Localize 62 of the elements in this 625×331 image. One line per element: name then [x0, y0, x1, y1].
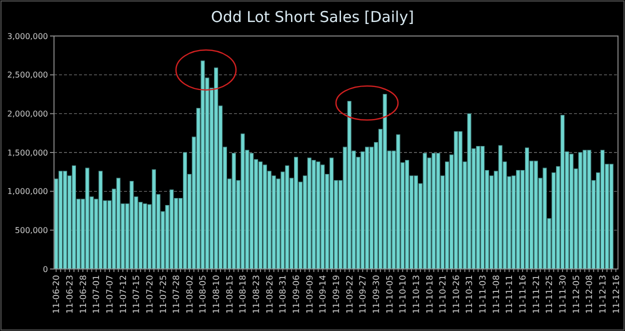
x-tick-label: 11-07-01 — [92, 275, 102, 314]
bar — [560, 114, 565, 270]
x-tick-label: 11-12-08 — [585, 275, 596, 314]
x-tick-label: 11-08-18 — [238, 275, 249, 314]
x-tick-label: 11-08-23 — [252, 275, 262, 314]
x-tick-label: 11-11-16 — [518, 275, 529, 314]
bar — [609, 164, 614, 270]
x-tick-label: 11-12-13 — [598, 275, 608, 314]
bar — [294, 156, 298, 270]
x-tick-label: 11-11-30 — [558, 275, 568, 314]
bar — [58, 170, 63, 270]
bar — [182, 152, 188, 270]
x-tick-label: 11-06-20 — [52, 275, 62, 314]
x-tick-label: 11-12-05 — [572, 275, 582, 314]
x-tick-label: 11-09-22 — [345, 275, 356, 314]
x-tick-label: 11-11-08 — [492, 275, 502, 314]
x-tick-label: 11-10-13 — [412, 275, 422, 314]
x-tick-label: 11-08-26 — [265, 275, 276, 314]
x-tick-label: 11-09-27 — [358, 275, 369, 314]
x-tick-label: 11-09-09 — [305, 275, 316, 314]
x-tick-label: 11-10-31 — [465, 275, 476, 314]
x-tick-label: 11-11-25 — [545, 275, 556, 314]
x-tick-label: 11-11-03 — [478, 275, 489, 314]
x-tick-label: 11-08-10 — [212, 275, 222, 314]
x-tick-label: 11-06-23 — [65, 275, 76, 314]
x-tick-label: 11-08-05 — [198, 275, 209, 314]
x-tick-label: 11-10-26 — [452, 275, 462, 314]
bar — [142, 203, 148, 270]
x-tick-label: 11-06-28 — [78, 275, 89, 314]
x-tick-label: 11-10-05 — [385, 275, 396, 314]
x-tick-label: 11-07-07 — [105, 275, 116, 314]
x-tick-label: 11-10-21 — [438, 275, 449, 314]
x-tick-label: 11-10-10 — [398, 275, 409, 314]
bar — [467, 113, 472, 270]
x-tick-label: 11-07-12 — [118, 275, 129, 314]
y-tick-label: 500,000 — [14, 226, 48, 235]
x-tick-label: 11-08-31 — [278, 275, 289, 314]
x-tick-label: 11-11-21 — [532, 275, 542, 314]
chart-title: Odd Lot Short Sales [Daily] — [211, 8, 414, 26]
x-tick-label: 11-10-18 — [425, 275, 436, 314]
x-tick-label: 11-09-30 — [372, 275, 382, 314]
x-tick-label: 11-07-25 — [158, 275, 169, 314]
y-tick-label: 1,000,000 — [7, 187, 48, 196]
x-tick-label: 11-12-16 — [612, 275, 622, 314]
x-tick-label: 11-07-15 — [132, 275, 142, 314]
y-tick-label: 3,000,000 — [7, 32, 48, 41]
x-tick-label: 11-08-15 — [225, 275, 236, 314]
x-tick-label: 11-08-02 — [185, 275, 196, 314]
bar — [524, 148, 530, 270]
x-tick-label: 11-09-06 — [292, 275, 302, 314]
x-tick-label: 11-09-19 — [332, 275, 342, 314]
bar — [600, 150, 605, 270]
y-tick-label: 2,500,000 — [7, 70, 48, 80]
y-tick-label: 2,000,000 — [7, 109, 48, 118]
y-tick-label: 0 — [42, 264, 48, 274]
y-tick-label: 1,500,000 — [7, 148, 48, 158]
bar — [200, 60, 205, 270]
x-tick-label: 11-11-11 — [505, 275, 516, 314]
x-tick-label: 11-07-20 — [145, 275, 156, 314]
x-tick-label: 11-07-28 — [172, 275, 182, 314]
bar — [258, 162, 263, 270]
x-tick-label: 11-09-14 — [318, 275, 329, 314]
